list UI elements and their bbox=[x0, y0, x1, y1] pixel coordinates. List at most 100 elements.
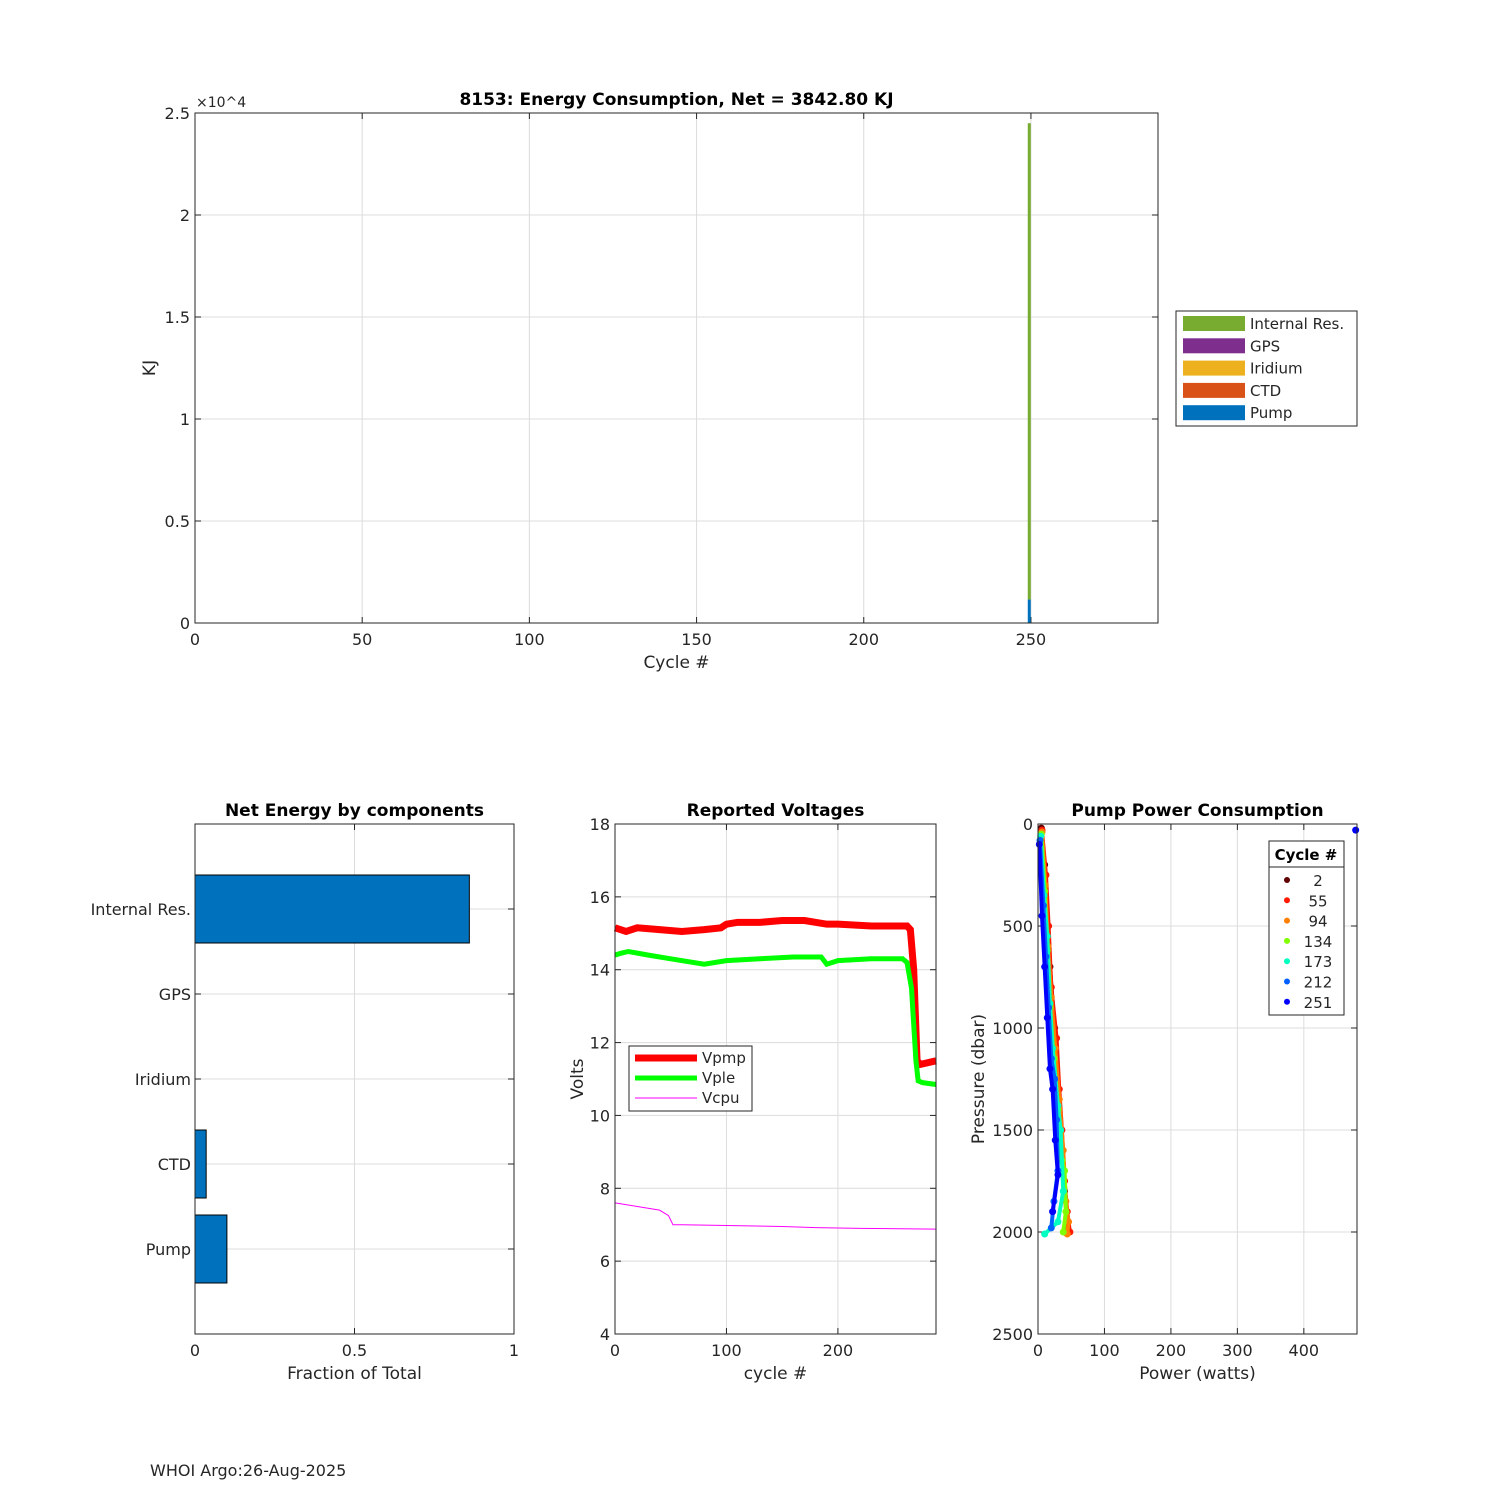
y-tick-label: 12 bbox=[590, 1034, 610, 1053]
legend-marker bbox=[1284, 877, 1290, 883]
x-tick-label: 400 bbox=[1289, 1341, 1320, 1360]
footer-label: WHOI Argo:26-Aug-2025 bbox=[150, 1461, 346, 1480]
x-tick-label: 0 bbox=[190, 1341, 200, 1360]
profile-segment-cycle-251 bbox=[1050, 1174, 1060, 1212]
legend: Cycle # 2 55 94 134 173 212 251 bbox=[1268, 840, 1345, 1016]
y-tick-label: 0 bbox=[1023, 815, 1033, 834]
bar-pump bbox=[1027, 599, 1031, 623]
y-tick-label: 16 bbox=[590, 888, 610, 907]
line-vple bbox=[614, 948, 937, 1087]
y-tick-label: 2.5 bbox=[165, 104, 190, 123]
net-energy-chart: 0 0.5 1 Net Energy by components Fraction of… bbox=[91, 801, 520, 1384]
legend-label: Vpmp bbox=[702, 1049, 746, 1067]
category-label: Internal Res. bbox=[91, 900, 191, 919]
category-label: CTD bbox=[158, 1155, 191, 1174]
y-tick-label: 1.5 bbox=[165, 308, 190, 327]
profile-segment-cycle-134 bbox=[1061, 1211, 1068, 1233]
profile-segment-cycle-251 bbox=[1045, 1017, 1052, 1069]
profile-segment-cycle-251 bbox=[1039, 915, 1047, 967]
y-tick-label: 1000 bbox=[992, 1019, 1033, 1038]
y-tick-label: 1 bbox=[180, 410, 190, 429]
profile-segment-cycle-173 bbox=[1055, 1190, 1066, 1223]
legend: Vpmp Vple Vcpu bbox=[628, 1045, 753, 1112]
bar-internal-res- bbox=[1027, 123, 1031, 600]
profile-segment-cycle-212 bbox=[1052, 1078, 1059, 1120]
profile-segment-cycle-251 bbox=[1047, 1068, 1055, 1090]
legend-label: Vcpu bbox=[702, 1089, 740, 1107]
x-axis-label: Power (watts) bbox=[1139, 1364, 1256, 1384]
category-label: Iridium bbox=[135, 1070, 191, 1089]
y-tick-label: 8 bbox=[600, 1179, 610, 1198]
y-tick-label: 1500 bbox=[992, 1121, 1033, 1140]
legend-label: Internal Res. bbox=[1250, 315, 1344, 333]
axes-box bbox=[194, 823, 515, 1335]
legend-label: CTD bbox=[1250, 382, 1281, 400]
x-tick-label: 50 bbox=[352, 630, 372, 649]
y-tick-label: 4 bbox=[600, 1325, 610, 1344]
legend: Internal Res. GPS Iridium CTD Pump bbox=[1175, 310, 1358, 427]
y-tick-label: 2500 bbox=[992, 1325, 1033, 1344]
chart-title: Pump Power Consumption bbox=[1071, 801, 1323, 821]
line-vpmp bbox=[613, 917, 937, 1069]
x-axis-label: cycle # bbox=[744, 1364, 808, 1384]
chart-title: 8153: Energy Consumption, Net = 3842.80 … bbox=[459, 90, 893, 110]
legend-marker bbox=[1284, 917, 1290, 924]
y-tick-label: 0 bbox=[180, 614, 190, 633]
legend-label: Vple bbox=[702, 1069, 735, 1087]
line-vcpu bbox=[614, 1202, 937, 1230]
x-tick-label: 0 bbox=[1033, 1341, 1043, 1360]
legend-marker bbox=[1284, 978, 1290, 985]
x-tick-label: 0.5 bbox=[342, 1341, 367, 1360]
y-tick-label: 6 bbox=[600, 1252, 610, 1271]
legend-swatch bbox=[1183, 382, 1245, 398]
y-axis-label: Pressure (dbar) bbox=[969, 1014, 989, 1144]
profile-segment-cycle-251 bbox=[1050, 1089, 1058, 1141]
x-tick-label: 150 bbox=[681, 630, 712, 649]
x-tick-label: 200 bbox=[848, 630, 879, 649]
x-tick-label: 250 bbox=[1016, 630, 1047, 649]
legend-swatch bbox=[1183, 338, 1245, 354]
legend-marker bbox=[1284, 897, 1290, 904]
x-tick-label: 0 bbox=[610, 1341, 620, 1360]
x-axis-label: Cycle # bbox=[643, 653, 709, 673]
legend-label: 55 bbox=[1308, 892, 1327, 910]
y-tick-label: 14 bbox=[590, 961, 610, 980]
y-tick-label: 0.5 bbox=[165, 512, 190, 531]
x-tick-label: 300 bbox=[1222, 1341, 1253, 1360]
voltages-chart: 0 100 200 4 6 8 10 12 14 16 18 Reported Voltages cyc… bbox=[568, 801, 937, 1384]
legend-label: 173 bbox=[1304, 953, 1333, 971]
legend-label: Iridium bbox=[1250, 360, 1303, 378]
legend-label: 251 bbox=[1304, 994, 1333, 1012]
profile-segment-cycle-173 bbox=[1058, 1129, 1066, 1192]
y-tick-label: 500 bbox=[1002, 917, 1033, 936]
profile-segment-cycle-251 bbox=[1037, 844, 1044, 916]
pump-power-chart: 0 100 200 300 400 0 500 1000 1500 2000 2500 Pump Po… bbox=[969, 801, 1360, 1384]
x-axis-label: Fraction of Total bbox=[287, 1364, 422, 1384]
y-tick-label: 18 bbox=[590, 815, 610, 834]
legend-title: Cycle # bbox=[1275, 846, 1338, 864]
category-label: GPS bbox=[159, 985, 191, 1004]
legend-box bbox=[1268, 840, 1345, 1016]
legend-label: GPS bbox=[1250, 337, 1280, 355]
bar-ctd bbox=[194, 1129, 207, 1199]
x-tick-label: 200 bbox=[823, 1341, 854, 1360]
y-tick-label: 2 bbox=[180, 206, 190, 225]
x-tick-label: 100 bbox=[514, 630, 545, 649]
x-tick-label: 1 bbox=[509, 1341, 519, 1360]
legend-marker bbox=[1284, 998, 1290, 1005]
legend-marker bbox=[1284, 937, 1290, 944]
x-tick-label: 100 bbox=[711, 1341, 742, 1360]
bar-internal-res- bbox=[194, 874, 470, 944]
axes-box bbox=[1037, 823, 1358, 1335]
legend-label: 212 bbox=[1304, 974, 1333, 992]
chart-title: Net Energy by components bbox=[225, 801, 484, 821]
legend-swatch bbox=[1183, 405, 1245, 421]
legend-label: 94 bbox=[1308, 913, 1327, 931]
x-tick-label: 200 bbox=[1156, 1341, 1187, 1360]
point-cycle-251 bbox=[1352, 826, 1360, 834]
axes-box bbox=[614, 823, 937, 1335]
chart-title: Reported Voltages bbox=[687, 801, 865, 821]
x-tick-label: 0 bbox=[190, 630, 200, 649]
legend-swatch bbox=[1183, 316, 1245, 331]
